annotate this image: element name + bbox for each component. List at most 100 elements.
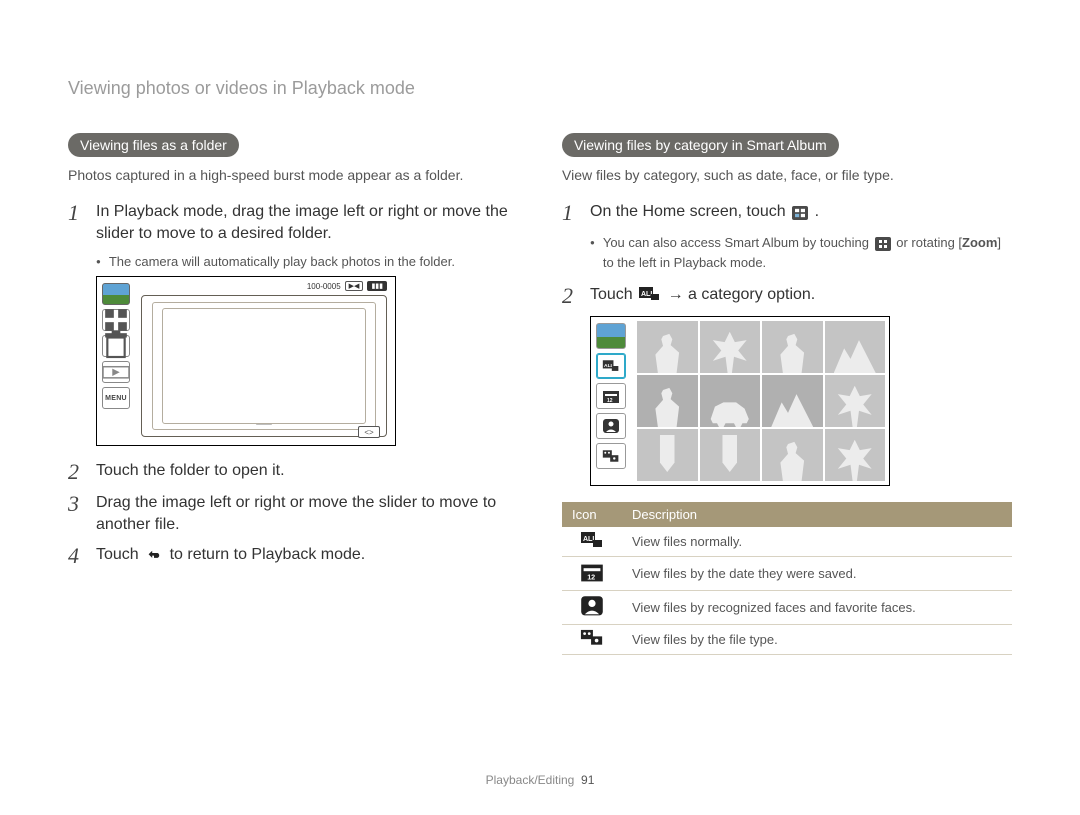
page-title: Viewing photos or videos in Playback mod… [68,78,1012,99]
step1-suffix: . [815,203,819,220]
b-part-b: or rotating [ [896,235,962,250]
step-number: 1 [562,201,584,225]
left-step-4: 4 Touch to return to Playback mode. [68,544,518,568]
left-step-1: 1 In Playback mode, drag the image left … [68,201,518,244]
bullet-text: You can also access Smart Album by touch… [603,233,1012,272]
right-step1-bullet: ● You can also access Smart Album by tou… [590,233,1012,272]
photo-silhouette [215,327,313,425]
row3-desc: View files by recognized faces and favor… [622,590,1012,624]
left-heading: Viewing files as a folder [68,133,239,157]
table-row: View files by recognized faces and favor… [562,590,1012,624]
right-step-2: 2 Touch ALL → a category option. [562,284,1012,308]
table-row: ALL View files normally. [562,527,1012,557]
step2-prefix: Touch [590,286,637,303]
zoom-label: Zoom [962,235,997,250]
thumbnail-icon [102,283,130,305]
grid-cell [700,375,761,427]
table-header-row: Icon Description [562,502,1012,527]
category-sidebar: ALL 12 [591,317,633,485]
play-back-icon: ▶◀ [345,281,364,291]
thumbnail-grid [633,317,889,485]
grid-cell [762,375,823,427]
step-text: Touch ALL → a category option. [590,284,1012,306]
slideshow-icon [102,361,130,383]
folder-stack: <> [141,295,387,437]
thumbnail-icon [596,323,626,349]
all-category-icon: ALL [639,287,661,301]
svg-text:12: 12 [587,573,595,582]
row1-icon: ALL [562,527,622,557]
step-number: 1 [68,201,90,225]
col-description: Description [622,502,1012,527]
grid-cell [825,375,886,427]
step1-prefix: On the Home screen, touch [590,203,790,220]
step-number: 2 [562,284,584,308]
step-text: In Playback mode, drag the image left or… [96,201,518,244]
trash-icon [102,335,130,357]
left-sidebar: MENU [97,277,135,445]
slider-handle: <> [358,426,380,438]
left-step-2: 2 Touch the folder to open it. [68,460,518,484]
top-info-bar: 100-0005 ▶◀ ▮▮▮ [307,281,387,291]
right-intro: View files by category, such as date, fa… [562,167,1012,183]
grid-cell [825,429,886,481]
row4-icon [562,624,622,654]
battery-icon: ▮▮▮ [367,281,387,291]
step4-prefix: Touch [96,546,143,563]
table-row: 12 View files by the date they were save… [562,557,1012,591]
face-icon [596,413,626,439]
left-intro: Photos captured in a high-speed burst mo… [68,167,518,183]
left-step1-bullet: ● The camera will automatically play bac… [96,252,518,272]
row3-icon [562,590,622,624]
grid-cell [762,321,823,373]
file-counter: 100-0005 [307,282,341,291]
all-icon: ALL [596,353,626,379]
grid-cell [700,321,761,373]
page-footer: Playback/Editing 91 [0,773,1080,787]
bullet-icon: ● [96,252,101,272]
step-number: 4 [68,544,90,568]
grid-icon [102,309,130,331]
right-step-1: 1 On the Home screen, touch . [562,201,1012,225]
icon-description-table: Icon Description ALL View files normally… [562,502,1012,654]
date-icon: 12 [596,383,626,409]
step-text: Touch the folder to open it. [96,460,518,482]
step-text: On the Home screen, touch . [590,201,1012,223]
bullet-text: The camera will automatically play back … [109,252,455,272]
grid-cell [825,321,886,373]
grid-cell [637,429,698,481]
step4-suffix: to return to Playback mode. [170,546,366,563]
grid-cell [637,321,698,373]
step-text: Drag the image left or right or move the… [96,492,518,535]
left-column: Viewing files as a folder Photos capture… [68,133,518,655]
album-home-icon [792,206,808,220]
svg-text:12: 12 [607,398,613,404]
grid-cell [637,375,698,427]
row2-desc: View files by the date they were saved. [622,557,1012,591]
footer-page-number: 91 [581,773,594,787]
left-step-3: 3 Drag the image left or right or move t… [68,492,518,535]
smart-album-screenshot: ALL 12 [590,316,890,486]
folder-view-screenshot: MENU 100-0005 ▶◀ ▮▮▮ <> [96,276,396,446]
b-part-a: You can also access Smart Album by touch… [603,235,873,250]
grid-cell [700,429,761,481]
return-icon [145,547,163,561]
right-heading: Viewing files by category in Smart Album [562,133,839,157]
footer-section: Playback/Editing [486,773,575,787]
grid-cell [762,429,823,481]
menu-button: MENU [102,387,130,409]
step-number: 2 [68,460,90,484]
right-column: Viewing files by category in Smart Album… [562,133,1012,655]
col-icon: Icon [562,502,622,527]
table-row: View files by the file type. [562,624,1012,654]
step-text: Touch to return to Playback mode. [96,544,518,566]
filetype-icon [596,443,626,469]
step-number: 3 [68,492,90,516]
step2-suffix: → a category option. [668,286,816,303]
bullet-icon: ● [590,233,595,253]
folder-stack-area: 100-0005 ▶◀ ▮▮▮ <> [135,277,395,445]
row4-desc: View files by the file type. [622,624,1012,654]
grid-tiny-icon [875,237,891,251]
row2-icon: 12 [562,557,622,591]
row1-desc: View files normally. [622,527,1012,557]
